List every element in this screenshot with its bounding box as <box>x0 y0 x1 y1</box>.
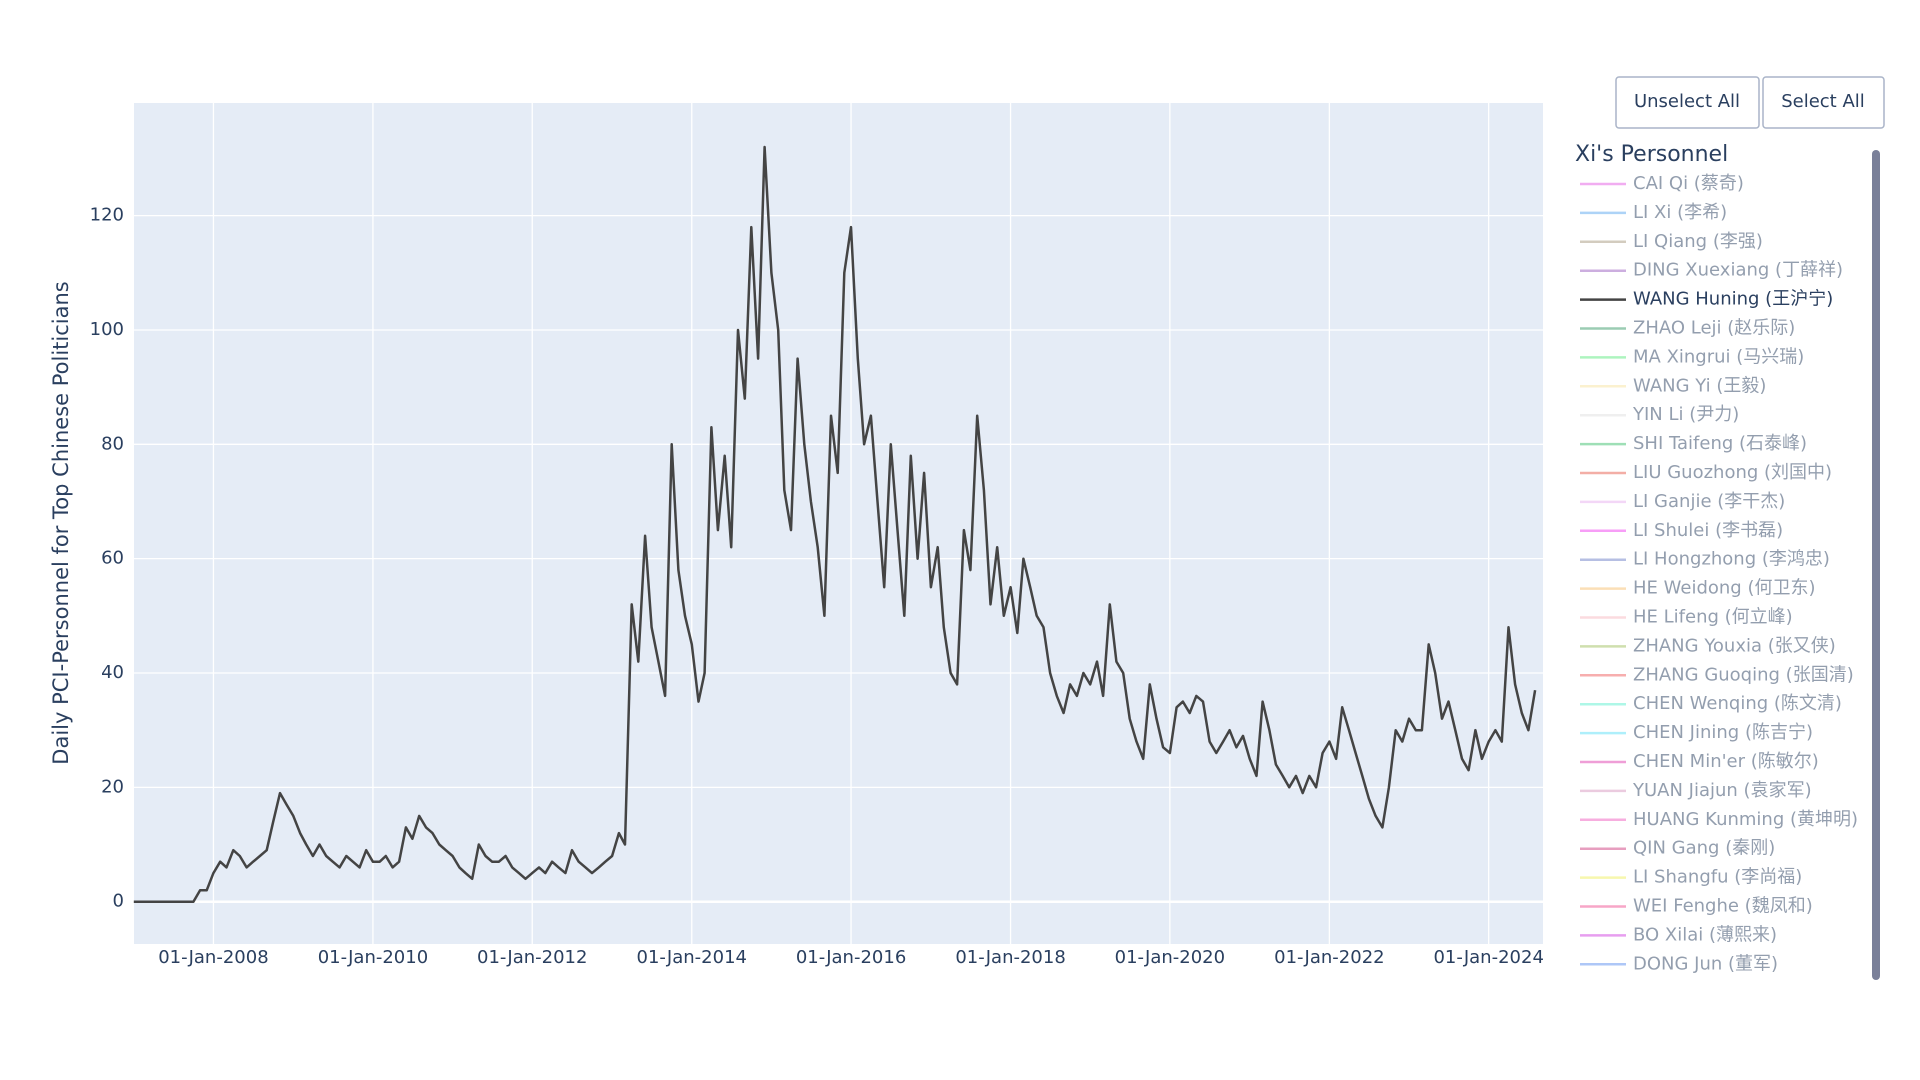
legend-item[interactable]: WANG Yi (王毅) <box>1580 375 1766 396</box>
y-tick-label: 20 <box>101 776 124 797</box>
legend-label[interactable]: CHEN Min'er (陈敏尔) <box>1633 751 1819 772</box>
legend-label[interactable]: LI Qiang (李强) <box>1633 231 1763 252</box>
plot <box>133 103 1543 944</box>
legend-item[interactable]: HUANG Kunming (黄坤明) <box>1580 809 1858 830</box>
button-label[interactable]: Unselect All <box>1634 91 1740 112</box>
y-tick-label: 100 <box>90 319 124 340</box>
unselect-button[interactable]: Unselect All <box>1615 76 1760 129</box>
button-frame[interactable] <box>1615 76 1760 129</box>
legend-label[interactable]: YIN Li (尹力) <box>1632 404 1739 425</box>
select-button[interactable]: Select All <box>1762 76 1885 129</box>
x-tick-label: 01-Jan-2016 <box>796 947 906 968</box>
legend-label[interactable]: HUANG Kunming (黄坤明) <box>1633 809 1858 830</box>
legend-item[interactable]: LI Ganjie (李干杰) <box>1580 491 1785 512</box>
plot-area <box>134 103 1543 944</box>
legend-label[interactable]: BO Xilai (薄熙来) <box>1633 924 1777 945</box>
x-tick-label: 01-Jan-2008 <box>158 947 268 968</box>
legend-label[interactable]: WANG Huning (王沪宁) <box>1633 289 1833 310</box>
legend-label[interactable]: LI Xi (李希) <box>1633 202 1727 223</box>
y-tick-label: 80 <box>101 433 124 454</box>
legend-item[interactable]: DING Xuexiang (丁薛祥) <box>1580 260 1843 281</box>
x-tick-label: 01-Jan-2022 <box>1274 947 1384 968</box>
x-tick-label: 01-Jan-2018 <box>955 947 1065 968</box>
y-tick-label: 40 <box>101 662 124 683</box>
x-tick-label: 01-Jan-2014 <box>637 947 747 968</box>
legend-item[interactable]: WANG Huning (王沪宁) <box>1580 289 1833 310</box>
data-line <box>133 145 1537 903</box>
legend-item[interactable]: ZHANG Guoqing (张国清) <box>1580 664 1854 685</box>
button-label[interactable]: Select All <box>1781 91 1865 112</box>
y-tick-label: 60 <box>101 548 124 569</box>
x-tick-label: 01-Jan-2012 <box>477 947 587 968</box>
legend-item[interactable]: YUAN Jiajun (袁家军) <box>1580 780 1812 801</box>
legend-label[interactable]: ZHAO Leji (赵乐际) <box>1633 318 1795 339</box>
legend-item[interactable]: LI Shangfu (李尚福) <box>1580 867 1802 888</box>
legend-label[interactable]: YUAN Jiajun (袁家军) <box>1632 780 1812 801</box>
legend-label[interactable]: LI Ganjie (李干杰) <box>1633 491 1785 512</box>
legend-title: Xi's Personnel <box>1575 142 1728 167</box>
legend-item[interactable]: HE Lifeng (何立峰) <box>1580 607 1793 628</box>
legend-label[interactable]: SHI Taifeng (石泰峰) <box>1633 433 1807 454</box>
legend-label[interactable]: HE Lifeng (何立峰) <box>1633 607 1793 628</box>
legend-label[interactable]: WANG Yi (王毅) <box>1633 375 1766 396</box>
legend-item[interactable]: BO Xilai (薄熙来) <box>1580 924 1777 945</box>
legend-item[interactable]: LI Xi (李希) <box>1580 202 1727 223</box>
legend-item[interactable]: CHEN Wenqing (陈文清) <box>1580 693 1842 714</box>
legend-item[interactable]: ZHANG Youxia (张又侠) <box>1580 635 1836 656</box>
x-tick-label: 01-Jan-2020 <box>1115 947 1225 968</box>
legend-item[interactable]: CAI Qi (蔡奇) <box>1580 173 1744 194</box>
legend-item[interactable]: LI Qiang (李强) <box>1580 231 1763 252</box>
legend-label[interactable]: CHEN Wenqing (陈文清) <box>1633 693 1842 714</box>
legend-label[interactable]: ZHANG Youxia (张又侠) <box>1633 635 1836 656</box>
legend-item[interactable]: YIN Li (尹力) <box>1580 404 1739 425</box>
button-frame[interactable] <box>1762 76 1885 129</box>
legend-label[interactable]: LI Hongzhong (李鸿忠) <box>1633 549 1830 570</box>
legend-item[interactable]: SHI Taifeng (石泰峰) <box>1580 433 1807 454</box>
y-tick-label: 0 <box>113 891 124 912</box>
legend-label[interactable]: QIN Gang (秦刚) <box>1633 838 1775 859</box>
legend-label[interactable]: CHEN Jining (陈吉宁) <box>1633 722 1813 743</box>
legend-label[interactable]: MA Xingrui (马兴瑞) <box>1633 346 1804 367</box>
legend-item[interactable]: CHEN Jining (陈吉宁) <box>1580 722 1813 743</box>
legend-item[interactable]: HE Weidong (何卫东) <box>1580 578 1816 599</box>
legend-item[interactable]: ZHAO Leji (赵乐际) <box>1580 318 1795 339</box>
legend-item[interactable]: MA Xingrui (马兴瑞) <box>1580 346 1804 367</box>
legend-label[interactable]: HE Weidong (何卫东) <box>1633 578 1816 599</box>
x-tick-label: 01-Jan-2010 <box>318 947 428 968</box>
legend-label[interactable]: DING Xuexiang (丁薛祥) <box>1633 260 1843 281</box>
legend-label[interactable]: LI Shulei (李书磊) <box>1633 520 1783 541</box>
legend-label[interactable]: WEI Fenghe (魏凤和) <box>1633 896 1813 917</box>
y-axis-label: Daily PCI-Personnel for Top Chinese Poli… <box>49 281 73 764</box>
legend-item[interactable]: LI Shulei (李书磊) <box>1580 520 1783 541</box>
legend-label[interactable]: LI Shangfu (李尚福) <box>1633 867 1802 888</box>
legend-item[interactable]: LIU Guozhong (刘国中) <box>1580 462 1832 483</box>
legend-label[interactable]: DONG Jun (董军) <box>1633 953 1778 974</box>
legend-item[interactable]: WEI Fenghe (魏凤和) <box>1580 896 1813 917</box>
legend-label[interactable]: LIU Guozhong (刘国中) <box>1633 462 1832 483</box>
legend-item[interactable]: LI Hongzhong (李鸿忠) <box>1580 549 1830 570</box>
scrollbar[interactable] <box>1872 150 1880 980</box>
legend-item[interactable]: QIN Gang (秦刚) <box>1580 838 1775 859</box>
y-tick-label: 120 <box>90 205 124 226</box>
legend-label[interactable]: ZHANG Guoqing (张国清) <box>1633 664 1854 685</box>
legend-label[interactable]: CAI Qi (蔡奇) <box>1633 173 1744 194</box>
legend-item[interactable]: DONG Jun (董军) <box>1580 953 1778 974</box>
x-tick-label: 01-Jan-2024 <box>1433 947 1543 968</box>
legend-item[interactable]: CHEN Min'er (陈敏尔) <box>1580 751 1819 772</box>
